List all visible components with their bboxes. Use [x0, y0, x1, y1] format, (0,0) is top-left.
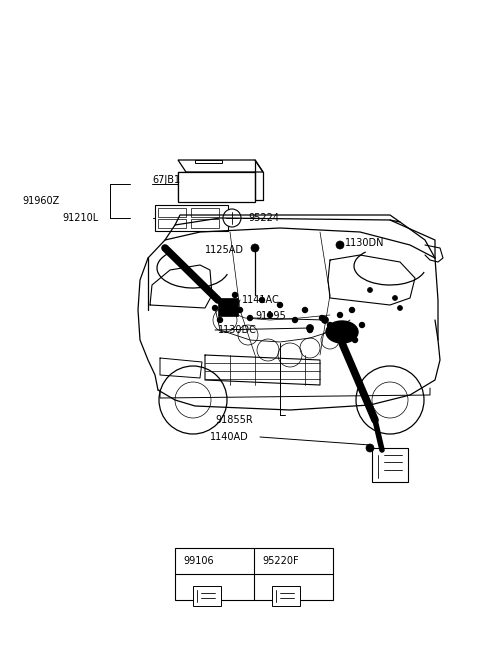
Circle shape [352, 337, 358, 342]
Circle shape [302, 308, 308, 312]
Text: 1130DN: 1130DN [345, 238, 384, 248]
Text: 1140AD: 1140AD [210, 432, 249, 442]
Text: 1130DC: 1130DC [218, 325, 257, 335]
Circle shape [327, 323, 333, 327]
FancyBboxPatch shape [372, 448, 408, 482]
Circle shape [238, 308, 242, 312]
Text: 91195: 91195 [255, 311, 286, 321]
Polygon shape [218, 298, 238, 316]
Text: 1141AC: 1141AC [242, 295, 280, 305]
Circle shape [349, 308, 355, 312]
Circle shape [260, 298, 264, 302]
Polygon shape [195, 160, 222, 163]
Circle shape [307, 325, 313, 331]
Polygon shape [178, 172, 186, 200]
Circle shape [308, 327, 312, 333]
Circle shape [337, 312, 343, 318]
Circle shape [277, 302, 283, 308]
Circle shape [292, 318, 298, 323]
Circle shape [267, 312, 273, 318]
Circle shape [397, 306, 403, 310]
Circle shape [343, 327, 348, 333]
Circle shape [393, 295, 397, 300]
Text: 91960Z: 91960Z [22, 196, 59, 206]
Ellipse shape [326, 321, 358, 343]
Circle shape [360, 323, 364, 327]
FancyBboxPatch shape [191, 219, 219, 228]
Circle shape [213, 306, 217, 310]
FancyBboxPatch shape [193, 586, 221, 606]
Text: 91210L: 91210L [62, 213, 98, 223]
FancyBboxPatch shape [178, 172, 255, 202]
FancyBboxPatch shape [272, 586, 300, 606]
Text: 95224: 95224 [248, 213, 279, 223]
Text: 99106: 99106 [183, 556, 214, 566]
Circle shape [248, 316, 252, 321]
Text: 1125AD: 1125AD [205, 245, 244, 255]
Circle shape [336, 241, 344, 249]
Polygon shape [178, 160, 263, 172]
FancyBboxPatch shape [175, 548, 333, 600]
Text: 91855R: 91855R [215, 415, 253, 425]
Circle shape [223, 209, 241, 227]
FancyBboxPatch shape [155, 205, 228, 231]
Circle shape [251, 244, 259, 252]
Text: 95220F: 95220F [262, 556, 299, 566]
Circle shape [322, 316, 328, 323]
Text: 67JB1: 67JB1 [152, 175, 180, 185]
Circle shape [320, 316, 324, 321]
FancyBboxPatch shape [191, 208, 219, 217]
FancyBboxPatch shape [158, 208, 186, 217]
Circle shape [217, 318, 223, 323]
Circle shape [366, 444, 374, 452]
Circle shape [368, 287, 372, 293]
FancyBboxPatch shape [158, 219, 186, 228]
Circle shape [232, 293, 238, 298]
